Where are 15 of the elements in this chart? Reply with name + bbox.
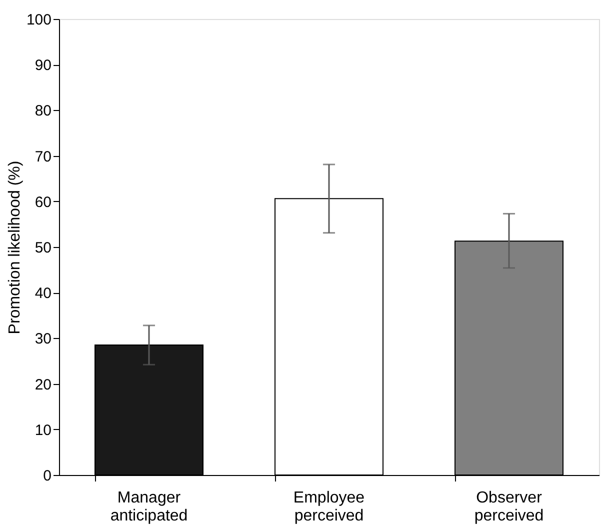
y-tick-label: 90 <box>34 57 52 74</box>
y-tick-label: 30 <box>34 330 52 348</box>
y-tick-label: 100 <box>26 12 52 28</box>
x-tick-label: Observer perceived <box>474 490 544 524</box>
x-tick-label: Manager anticipated <box>110 490 188 524</box>
y-tick-label: 10 <box>34 422 52 439</box>
y-tick-label: 20 <box>34 376 52 394</box>
y-tick-label: 70 <box>34 148 52 166</box>
y-tick-label: 40 <box>34 285 52 302</box>
x-tick-label: Employee perceived <box>293 490 365 524</box>
y-tick-label: 0 <box>43 468 52 484</box>
y-axis-title: Promotion likelihood (%) <box>6 160 24 334</box>
y-tick-label: 60 <box>34 194 52 211</box>
y-tick-label: 80 <box>34 102 52 120</box>
y-tick-label: 50 <box>34 240 52 256</box>
